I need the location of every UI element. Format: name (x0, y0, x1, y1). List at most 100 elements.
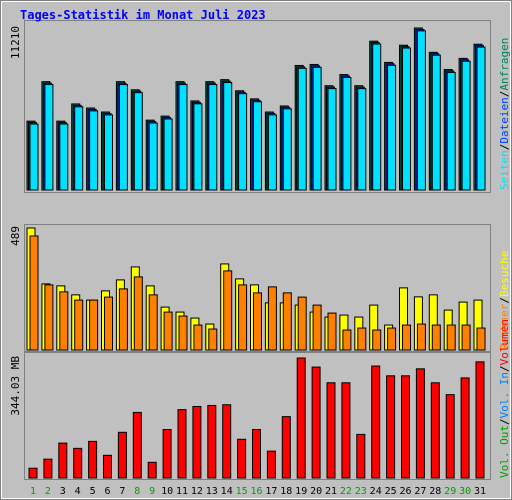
legend-separator: / (498, 91, 511, 98)
x-tick-label: 3 (60, 486, 66, 497)
bar (163, 118, 173, 191)
chart-title: Tages-Statistik im Monat Juli 2023 (20, 8, 266, 22)
bar (223, 270, 233, 351)
x-tick-label: 21 (325, 486, 337, 497)
bar (402, 324, 411, 351)
x-tick-label: 26 (399, 486, 411, 497)
legend-separator: / (498, 418, 511, 425)
bar (415, 368, 425, 479)
x-tick-label: 24 (370, 486, 382, 497)
bar (282, 292, 292, 351)
bar (356, 433, 366, 479)
bar (252, 429, 261, 479)
bar (281, 416, 291, 479)
bar (312, 304, 322, 351)
bar (416, 323, 426, 351)
bar (193, 103, 203, 191)
bar (148, 294, 158, 351)
bar (460, 377, 470, 479)
bar (253, 292, 262, 351)
bar (89, 110, 99, 191)
bar (238, 93, 248, 191)
bar (297, 67, 307, 191)
bar (237, 438, 247, 479)
x-tick-label: 20 (310, 486, 322, 497)
bar (342, 76, 352, 191)
x-tick-label: 29 (444, 486, 456, 497)
bar (29, 235, 39, 351)
bar (74, 299, 84, 351)
y-tick-label: 344.03 MB (9, 356, 22, 416)
x-tick-label: 6 (104, 486, 110, 497)
legend: Seiten/Dateien/Anfragen (498, 38, 511, 190)
legend-separator: / (498, 297, 511, 304)
x-tick-label: 12 (191, 486, 203, 497)
legend-entry: Anfragen (498, 38, 511, 91)
x-tick-label: 1 (30, 486, 36, 497)
bar (296, 357, 306, 479)
legend-entry: Volumen (498, 319, 511, 365)
bar (372, 43, 382, 191)
bar (445, 394, 455, 479)
bar (475, 361, 485, 479)
bar (282, 108, 292, 191)
x-tick-label: 30 (459, 486, 471, 497)
bar (177, 409, 187, 479)
x-tick-label: 15 (236, 486, 248, 497)
bar (327, 88, 337, 191)
bar (43, 458, 53, 479)
bar (208, 328, 218, 351)
bar (357, 88, 367, 191)
bar (118, 288, 128, 351)
bar (132, 411, 142, 479)
legend-entry: Besuche (498, 251, 511, 297)
x-tick-label: 22 (340, 486, 352, 497)
x-tick-label: 27 (414, 486, 426, 497)
bar (222, 404, 232, 479)
bar (312, 66, 322, 191)
legend-entry: Seiten (498, 150, 511, 190)
x-tick-label: 7 (119, 486, 125, 497)
bar (267, 114, 277, 191)
x-tick-label: 25 (385, 486, 397, 497)
legend: Rechner/Besuche (498, 251, 511, 350)
bar (193, 324, 203, 351)
bar (476, 327, 486, 351)
bar (238, 284, 248, 351)
bar (59, 123, 69, 191)
bar (162, 429, 172, 479)
bar (371, 365, 381, 479)
bar (117, 431, 127, 479)
bar (461, 60, 471, 191)
bar (178, 84, 188, 191)
bar (104, 296, 113, 351)
bar (148, 122, 158, 191)
bar (431, 324, 441, 351)
bar (88, 440, 98, 479)
bar (163, 311, 173, 351)
bar (446, 324, 456, 351)
bar (327, 312, 337, 351)
x-tick-label: 18 (280, 486, 292, 497)
y-tick-label: 11210 (9, 26, 22, 59)
x-tick-label: 17 (265, 486, 277, 497)
x-tick-label: 5 (90, 486, 96, 497)
bar (74, 106, 84, 191)
bar (386, 375, 396, 479)
bar (208, 84, 218, 191)
bar (73, 447, 83, 479)
bar (297, 296, 307, 351)
bar (326, 382, 336, 479)
bar (58, 442, 68, 479)
x-tick-label: 13 (206, 486, 218, 497)
bar (387, 64, 397, 191)
legend-entry: Dateien (498, 97, 511, 143)
bar (44, 84, 54, 191)
bar (401, 375, 410, 479)
bar (178, 315, 188, 351)
bar (342, 329, 352, 351)
legend: Vol. Out/Vol. In/Volumen (498, 319, 511, 478)
bar (267, 286, 277, 351)
